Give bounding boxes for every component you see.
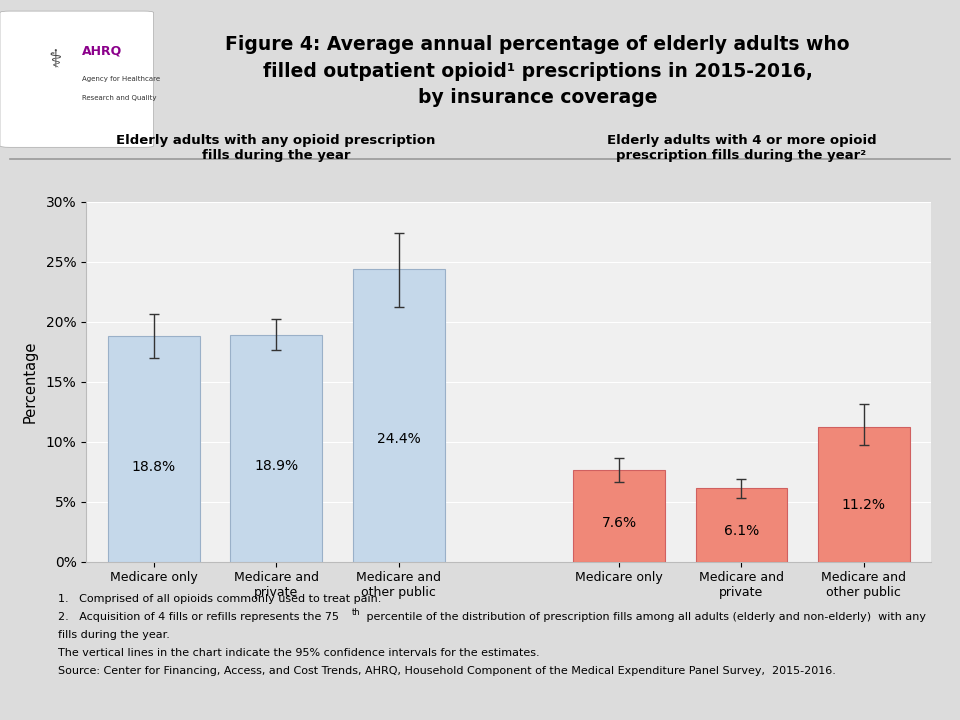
Text: th: th (351, 608, 360, 616)
Bar (352, 269, 444, 562)
Text: The vertical lines in the chart indicate the 95% confidence intervals for the es: The vertical lines in the chart indicate… (58, 648, 540, 658)
Text: AHRQ: AHRQ (82, 44, 122, 57)
Text: Elderly adults with any opioid prescription
fills during the year: Elderly adults with any opioid prescript… (116, 134, 436, 162)
Text: 11.2%: 11.2% (842, 498, 886, 512)
Text: Figure 4: Average annual percentage of elderly adults who
filled outpatient opio: Figure 4: Average annual percentage of e… (226, 35, 850, 107)
FancyBboxPatch shape (0, 11, 154, 148)
Text: percentile of the distribution of prescription fills among all adults (elderly a: percentile of the distribution of prescr… (363, 612, 925, 622)
Bar (108, 336, 200, 562)
Bar (818, 427, 910, 562)
Text: Source: Center for Financing, Access, and Cost Trends, AHRQ, Household Component: Source: Center for Financing, Access, an… (58, 666, 835, 676)
Bar (573, 470, 665, 562)
Text: 18.8%: 18.8% (132, 460, 176, 474)
Text: 18.9%: 18.9% (254, 459, 299, 473)
Text: 2.   Acquisition of 4 fills or refills represents the 75: 2. Acquisition of 4 fills or refills rep… (58, 612, 339, 622)
Text: 1.   Comprised of all opioids commonly used to treat pain.: 1. Comprised of all opioids commonly use… (58, 594, 381, 604)
Bar (695, 488, 787, 562)
Y-axis label: Percentage: Percentage (23, 341, 37, 423)
Text: fills during the year.: fills during the year. (58, 630, 170, 640)
Bar (230, 335, 323, 562)
Text: Elderly adults with 4 or more opioid
prescription fills during the year²: Elderly adults with 4 or more opioid pre… (607, 134, 876, 162)
Text: 6.1%: 6.1% (724, 524, 759, 538)
Text: 7.6%: 7.6% (601, 516, 636, 531)
Text: ⚕: ⚕ (48, 48, 61, 72)
Text: 24.4%: 24.4% (376, 431, 420, 446)
Text: Research and Quality: Research and Quality (82, 95, 156, 102)
Text: Agency for Healthcare: Agency for Healthcare (82, 76, 159, 82)
